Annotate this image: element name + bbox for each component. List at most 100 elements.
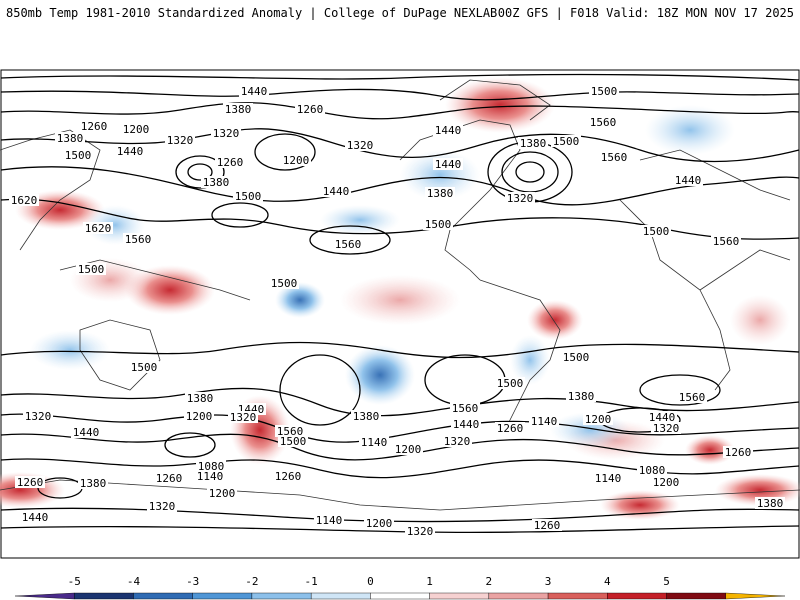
contour-label-bg (23, 410, 53, 422)
contour-label: 1380 (225, 103, 252, 116)
contour-label-bg (223, 103, 253, 115)
contour-label: 1140 (316, 514, 343, 527)
contour-label-bg (505, 192, 535, 204)
model-run-info: 00Z GFS | F018 Valid: 18Z MON NOV 17 202… (497, 6, 794, 20)
contour-label: 1200 (395, 443, 422, 456)
contour-label: 1380 (80, 477, 107, 490)
contour-label-bg (228, 411, 258, 423)
contour-label-bg (723, 446, 753, 458)
colorbar-label: -2 (245, 575, 258, 588)
contour-label: 1140 (197, 470, 224, 483)
contour-label: 1200 (123, 123, 150, 136)
colorbar-label: -4 (127, 575, 141, 588)
contour-label: 1560 (601, 151, 628, 164)
contour-label: 1440 (453, 418, 480, 431)
contour-label: 1440 (117, 145, 144, 158)
contour-label-bg (79, 120, 109, 132)
contour-label-bg (433, 158, 463, 170)
contour-label: 1320 (167, 134, 194, 147)
contour-label: 1500 (643, 225, 670, 238)
contour-label: 1560 (452, 402, 479, 415)
contour-label: 1080 (639, 464, 666, 477)
contour-label-bg (677, 391, 707, 403)
contour-label-bg (450, 402, 480, 414)
contour-label: 1380 (353, 410, 380, 423)
contour-label-bg (15, 476, 45, 488)
contour-label-bg (196, 460, 226, 472)
contour-label-bg (9, 194, 39, 206)
contour-label-bg (76, 263, 106, 275)
colorbar-swatch (310, 592, 371, 600)
contour-label-bg (518, 137, 548, 149)
colorbar-swatch (370, 592, 430, 600)
contour-label: 1200 (209, 487, 236, 500)
colorbar-swatch (547, 592, 608, 600)
contour-label: 1320 (230, 411, 257, 424)
contour-label: 1380 (57, 132, 84, 145)
contour-label-bg (566, 390, 596, 402)
anomaly-map: 1440 1380 1260 1320 1260 1200 1380 1320 1440 1500… (0, 69, 800, 559)
contour-label: 1440 (675, 174, 702, 187)
contour-label: 1380 (757, 497, 784, 510)
colorbar-swatch (192, 592, 253, 600)
contour-label: 1380 (187, 392, 214, 405)
contour-label: 1500 (497, 377, 524, 390)
contour-label-bg (215, 156, 245, 168)
colorbar-labels: -5 -4 -3 -2 -1 0 1 2 3 4 5 (68, 575, 670, 588)
contour-label-bg (184, 410, 214, 422)
contour-label-bg (755, 497, 785, 509)
contour-label: 1380 (203, 176, 230, 189)
contour-label: 1320 (25, 410, 52, 423)
contour-label-bg (359, 436, 389, 448)
contour-label: 1260 (497, 422, 524, 435)
contour-label-bg (281, 154, 311, 166)
contour-label-bg (589, 85, 619, 97)
contour-label: 1560 (590, 116, 617, 129)
contour-label: 1440 (323, 185, 350, 198)
contour-label-bg (495, 422, 525, 434)
contour-labels: 1440 1380 1260 1320 1260 1200 1380 1320 1440 1500… (9, 85, 785, 538)
contour-label: 1380 (568, 390, 595, 403)
contour-label: 1500 (280, 435, 307, 448)
contour-label-bg (532, 519, 562, 531)
contour-label: 1200 (366, 517, 393, 530)
contour-label: 1320 (213, 127, 240, 140)
contour-label: 1260 (275, 470, 302, 483)
contour-label-bg (83, 222, 113, 234)
contour-label-bg (314, 514, 344, 526)
contour-label-bg (593, 472, 623, 484)
contour-label: 1200 (283, 154, 310, 167)
colorbar-label: -1 (305, 575, 318, 588)
contour-label-bg (425, 187, 455, 199)
contour-label-bg (115, 145, 145, 157)
colorbar-label: 5 (663, 575, 670, 588)
colorbar-swatch (725, 592, 786, 600)
contour-label: 1260 (725, 446, 752, 459)
contour-label-bg (211, 127, 241, 139)
contour-label: 1500 (65, 149, 92, 162)
contour-label-bg (207, 487, 237, 499)
contour-label-bg (185, 392, 215, 404)
contour-label: 1560 (277, 425, 304, 438)
contour-label: 1320 (444, 435, 471, 448)
contour-label: 1440 (649, 411, 676, 424)
contour-label: 1560 (679, 391, 706, 404)
contour-label-bg (295, 103, 325, 115)
contour-label-bg (121, 123, 151, 135)
contour-label-bg (239, 85, 269, 97)
contour-label: 1320 (407, 525, 434, 538)
contour-label: 1260 (156, 472, 183, 485)
colorbar-label: 0 (367, 575, 374, 588)
contour-label-bg (165, 134, 195, 146)
contour-label-bg (647, 411, 677, 423)
contour-label-bg (442, 435, 472, 447)
contour-label-bg (20, 511, 50, 523)
contour-label-bg (78, 477, 108, 489)
contour-label: 1200 (186, 410, 213, 423)
contour-label: 1440 (241, 85, 268, 98)
contour-label: 1200 (585, 413, 612, 426)
contour-label: 1260 (217, 156, 244, 169)
contour-label-bg (637, 464, 667, 476)
colorbar-label: 3 (545, 575, 552, 588)
contour-label-bg (495, 377, 525, 389)
